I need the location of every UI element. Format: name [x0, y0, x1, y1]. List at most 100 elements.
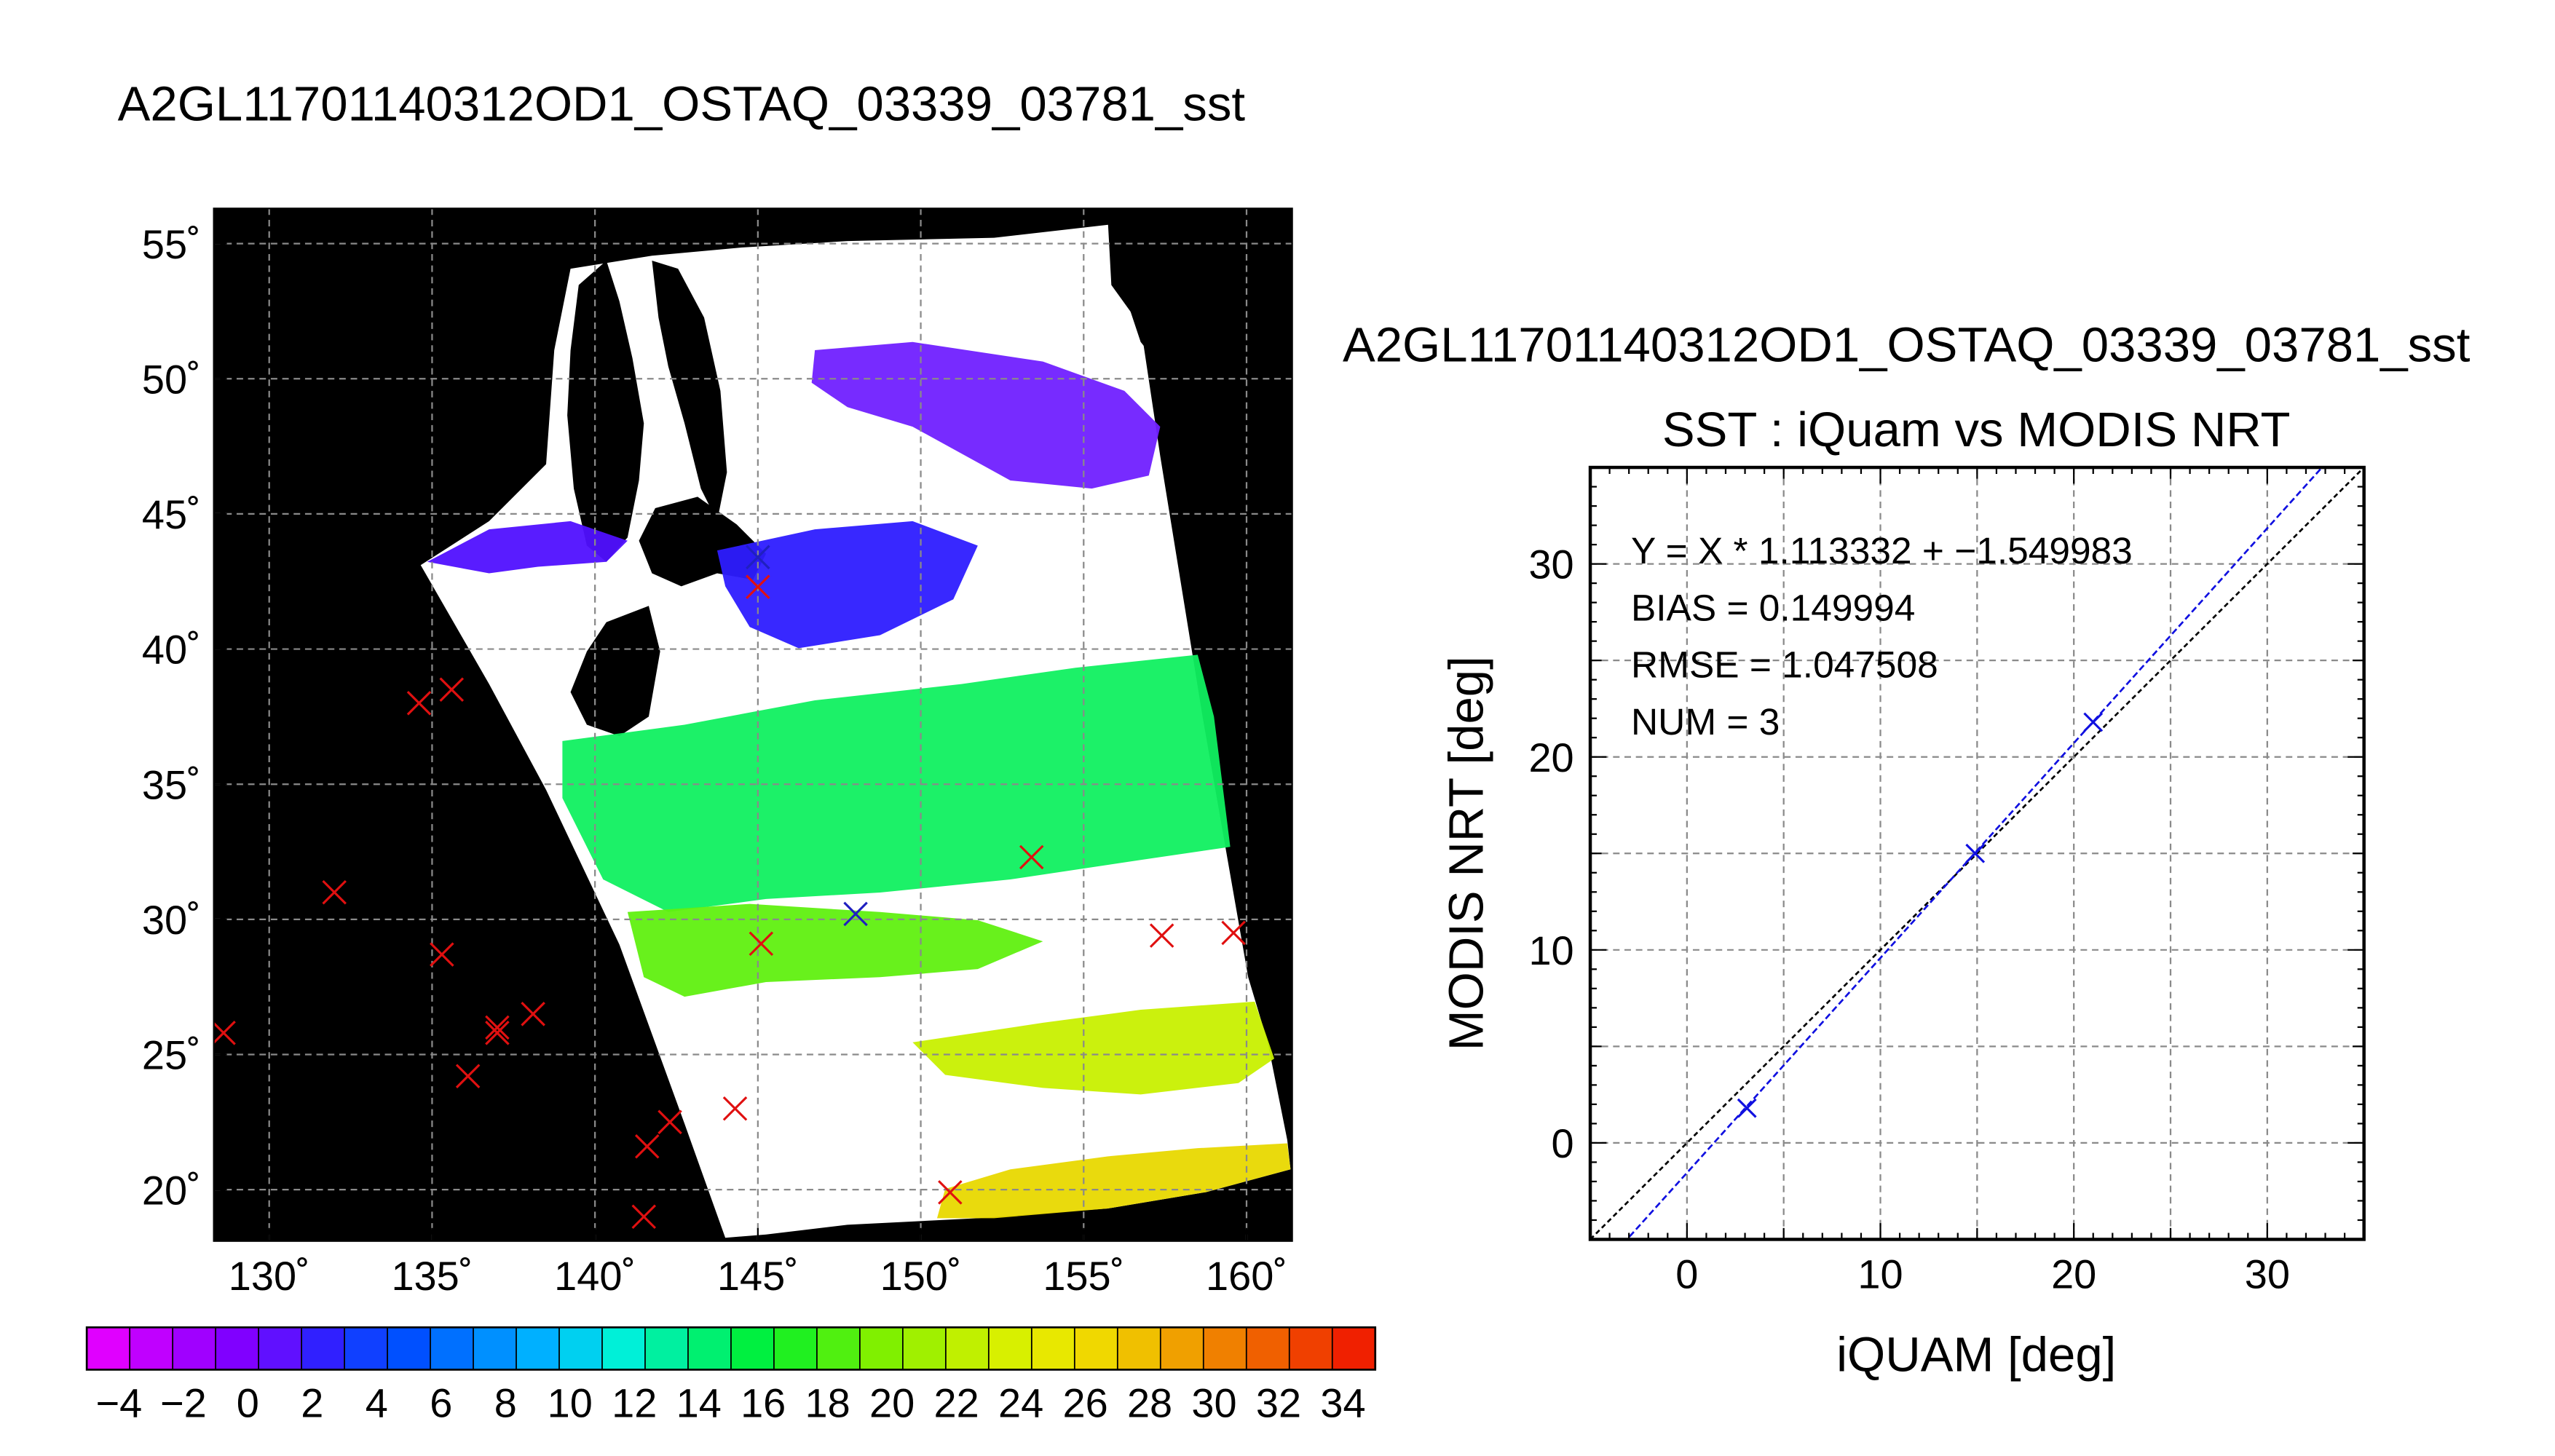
buoy-marker-red-stroke-b: [430, 942, 454, 967]
buoy-marker-red-stroke-b: [406, 691, 432, 716]
map-frame: [213, 207, 1293, 1242]
colorbar-cell: [1289, 1327, 1334, 1370]
scatter-ticks: 0 10 20 30 0 10 20 30: [1528, 466, 2365, 1297]
colorbar-cell: [387, 1327, 432, 1370]
x-axis-label: iQUAM [deg]: [1836, 1328, 2116, 1382]
map-lon-label: 160˚: [1206, 1253, 1287, 1299]
colorbar-label: 32: [1256, 1380, 1301, 1425]
map-lon-ticks: 130˚ 135˚ 140˚ 145˚ 150˚ 155˚ 160˚: [229, 1227, 1287, 1299]
buoy-marker-red: [657, 1109, 682, 1135]
scatter-point: [1965, 843, 1986, 863]
buoy-marker-red: [634, 1133, 660, 1159]
buoy-marker-red: [631, 1204, 657, 1230]
colorbar-cell: [773, 1327, 818, 1370]
scatter-point-stroke-b: [1965, 843, 1986, 863]
buoy-marker-red-stroke-b: [746, 574, 770, 599]
stats-rmse: RMSE = 1.047508: [1631, 644, 1938, 686]
colorbar-cell: [988, 1327, 1033, 1370]
map-lon-label: 145˚: [717, 1253, 799, 1299]
colorbar-cell: [601, 1327, 647, 1370]
buoy-marker-red-stroke-b: [722, 1096, 748, 1121]
sst-green-band: [562, 654, 1231, 912]
map-grid: [213, 208, 1292, 1241]
map-lat-label: 35˚: [142, 761, 201, 807]
stats-bias: BIAS = 0.149994: [1631, 586, 1915, 628]
buoy-marker-red: [485, 1015, 510, 1040]
scatter-x-label: 10: [1857, 1251, 1903, 1297]
map-lat-label: 25˚: [142, 1032, 201, 1078]
colorbar-label: 16: [741, 1380, 786, 1425]
main-title: A2GL11701140312OD1_OSTAQ_03339_03781_sst: [118, 77, 1246, 132]
colorbar-frame: [85, 1326, 1377, 1371]
map-lat-label: 40˚: [142, 627, 201, 673]
buoy-marker-red-stroke-b: [1149, 923, 1174, 948]
buoy-marker-red: [521, 1002, 545, 1026]
colorbar-cell: [473, 1327, 518, 1370]
buoy-marker-red-stroke-b: [749, 931, 774, 957]
buoy-marker-red-stroke-b: [631, 1204, 657, 1230]
buoy-marker-red-stroke-b: [485, 1021, 510, 1045]
scatter-point-stroke-b: [2083, 712, 2104, 732]
scatter-point-stroke-b: [1737, 1098, 1757, 1118]
colorbar-cell: [859, 1327, 904, 1370]
scatter-y-label: 10: [1528, 927, 1573, 973]
land-sakhalin-north: [652, 260, 727, 521]
colorbar-cells: [87, 1327, 1377, 1370]
scatter-points: [1737, 712, 2104, 1118]
buoy-marker-red: [455, 1064, 481, 1088]
scatter-y-label: 0: [1552, 1120, 1574, 1166]
colorbar-label: 18: [805, 1380, 850, 1425]
map-buoys: [213, 545, 1246, 1230]
sst-yellow-south: [936, 1143, 1291, 1219]
buoy-marker-red: [406, 691, 432, 716]
map-lat-label: 50˚: [142, 356, 201, 402]
colorbar-cell: [558, 1327, 604, 1370]
stats-equation: Y = X * 1.113332 + −1.549983: [1631, 529, 2133, 571]
buoy-marker-blue: [746, 545, 770, 570]
sst-blue-okhotsk: [427, 521, 628, 574]
buoy-marker-red-stroke-b: [485, 1015, 510, 1040]
colorbar-cell: [1246, 1327, 1291, 1370]
map-lon-label: 140˚: [554, 1253, 636, 1299]
buoy-marker-red: [213, 1021, 236, 1045]
sst-blue-kuril: [716, 521, 978, 649]
colorbar-cell: [216, 1327, 260, 1370]
scatter-subtitle: SST : iQuam vs MODIS NRT: [1662, 403, 2291, 457]
colorbar-cell: [130, 1327, 174, 1370]
buoy-marker-red-stroke-b: [455, 1064, 481, 1088]
colorbar-label: 8: [494, 1380, 517, 1425]
buoy-marker-red-stroke-b: [634, 1133, 660, 1159]
colorbar-labels: −4 −2 0 2 4 6 8 10 12 14 16 18 20 22 24 26 28 30 32 34: [96, 1380, 1366, 1425]
sst-green-lower: [627, 903, 1043, 997]
buoy-marker-red: [1019, 844, 1044, 870]
scatter-y-label: 30: [1528, 542, 1573, 587]
colorbar-label: 22: [934, 1380, 979, 1425]
buoy-marker-red-stroke-b: [1019, 844, 1044, 870]
colorbar-label: 6: [430, 1380, 452, 1425]
scatter-x-label: 0: [1675, 1251, 1698, 1297]
colorbar-cell: [730, 1327, 775, 1370]
scatter-point: [1737, 1098, 1757, 1118]
buoy-marker-red: [322, 879, 347, 905]
map-lon-label: 150˚: [880, 1253, 962, 1299]
colorbar-label: 24: [998, 1380, 1043, 1425]
scatter-x-label: 20: [2051, 1251, 2096, 1297]
colorbar-cell: [173, 1327, 217, 1370]
colorbar-label: 26: [1062, 1380, 1107, 1425]
scatter-panel: A2GL11701140312OD1_OSTAQ_03339_03781_sst…: [1343, 318, 2471, 1382]
buoy-marker-red-stroke-b: [213, 1021, 236, 1045]
buoy-marker-red: [1221, 920, 1246, 946]
colorbar-cell: [945, 1327, 990, 1370]
colorbar-label: 34: [1320, 1380, 1365, 1425]
buoy-marker-red-stroke-b: [1221, 920, 1246, 946]
map-lon-label: 155˚: [1043, 1253, 1124, 1299]
colorbar-cell: [1332, 1327, 1377, 1370]
colorbar-cell: [687, 1327, 732, 1370]
buoy-marker-red-stroke-b: [322, 879, 347, 905]
scatter-grid: [1590, 467, 2364, 1240]
map-lat-label: 55˚: [142, 221, 201, 267]
colorbar-label: 4: [366, 1380, 388, 1425]
buoy-marker-red: [439, 677, 465, 703]
colorbar-cell: [816, 1327, 861, 1370]
